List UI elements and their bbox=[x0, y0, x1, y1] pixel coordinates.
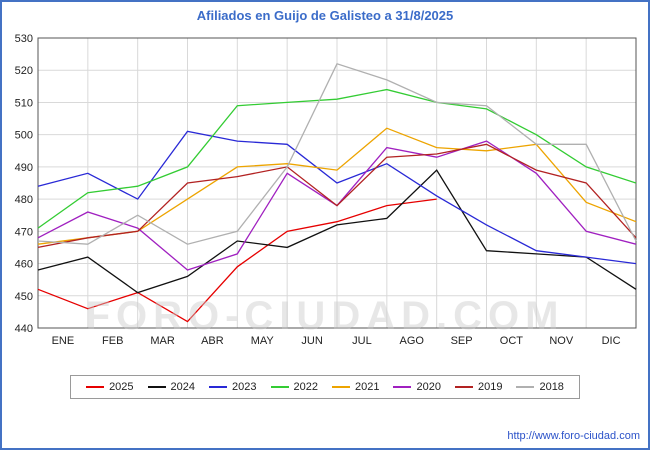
legend-item-2021: 2021 bbox=[332, 381, 379, 393]
x-axis-label: NOV bbox=[549, 335, 574, 347]
y-axis-label: 440 bbox=[15, 323, 33, 335]
series-line-2022 bbox=[37, 88, 637, 229]
legend-label: 2022 bbox=[293, 381, 318, 393]
y-axis-label: 480 bbox=[15, 194, 33, 206]
legend-label: 2025 bbox=[109, 381, 134, 393]
legend-swatch-2020 bbox=[393, 386, 412, 388]
x-axis-label: FEB bbox=[102, 335, 123, 347]
legend-item-2024: 2024 bbox=[147, 381, 196, 393]
legend-label: 2023 bbox=[232, 381, 257, 393]
legend-item-2018: 2018 bbox=[516, 381, 564, 393]
legend-label: 2020 bbox=[416, 381, 441, 393]
x-axis-label: MAY bbox=[251, 335, 275, 347]
x-axis-label: JUL bbox=[352, 335, 372, 347]
x-axis-label: DIC bbox=[602, 335, 621, 347]
y-axis-label: 490 bbox=[15, 162, 33, 174]
legend-swatch-2022 bbox=[270, 386, 289, 388]
legend-swatch-2023 bbox=[209, 386, 228, 388]
legend-label: 2018 bbox=[539, 381, 564, 393]
x-axis-label: JUN bbox=[301, 335, 322, 347]
legend-label: 2024 bbox=[170, 381, 196, 393]
y-axis-label: 500 bbox=[15, 130, 33, 142]
y-axis-label: 470 bbox=[15, 226, 33, 238]
series-line-2024 bbox=[37, 169, 637, 294]
y-axis-label: 510 bbox=[15, 97, 33, 109]
legend-swatch-2021 bbox=[332, 386, 350, 388]
x-axis-label: ABR bbox=[201, 335, 224, 347]
legend-swatch-2019 bbox=[454, 386, 473, 388]
legend-item-2022: 2022 bbox=[270, 381, 318, 393]
y-axis-label: 460 bbox=[15, 259, 33, 271]
legend-item-2025: 2025 bbox=[86, 381, 134, 393]
series-line-2025 bbox=[37, 198, 437, 323]
chart-area: 440 450 460 470 480 490 500 510 520 530 ENE FEB MAR A… bbox=[8, 30, 642, 365]
x-axis-label: OCT bbox=[500, 335, 524, 347]
y-axis-label: 530 bbox=[15, 33, 33, 45]
legend-swatch-2018 bbox=[516, 386, 535, 388]
y-axis-label: 450 bbox=[15, 291, 33, 303]
y-axis-label: 520 bbox=[15, 65, 33, 77]
legend-swatch-2025 bbox=[86, 386, 105, 388]
legend-item-2020: 2020 bbox=[393, 381, 441, 393]
legend-item-2023: 2023 bbox=[209, 381, 257, 393]
x-axis-label: SEP bbox=[451, 335, 473, 347]
page-title: Afiliados en Guijo de Galisteo a 31/8/20… bbox=[196, 8, 454, 23]
series-line-2018 bbox=[37, 63, 637, 245]
legend-label: 2021 bbox=[355, 381, 380, 393]
legend-item-2019: 2019 bbox=[454, 381, 503, 393]
source-link[interactable]: http://www.foro-ciudad.com bbox=[507, 430, 640, 442]
legend-swatch-2024 bbox=[147, 386, 166, 388]
affiliates-line-chart: 440 450 460 470 480 490 500 510 520 530 ENE FEB MAR A… bbox=[15, 33, 637, 347]
series-line-2019 bbox=[37, 143, 637, 249]
legend-label: 2019 bbox=[477, 381, 503, 393]
x-axis-label: ENE bbox=[52, 335, 75, 347]
chart-legend: 2025 2024 2023 2022 2021 2020 2019 2018 bbox=[70, 375, 580, 399]
x-axis-label: AGO bbox=[400, 335, 425, 347]
x-axis-label: MAR bbox=[150, 335, 175, 347]
series-line-2023 bbox=[37, 130, 637, 265]
